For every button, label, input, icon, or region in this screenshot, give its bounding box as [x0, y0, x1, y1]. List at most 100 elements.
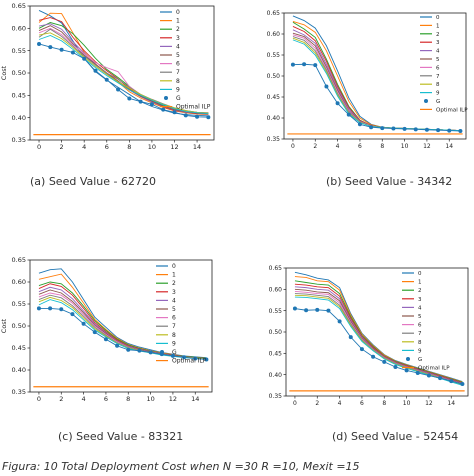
- x-tick-label: 4: [82, 143, 86, 150]
- y-tick-label: 0.35: [267, 136, 281, 143]
- x-tick-label: 10: [403, 400, 411, 407]
- x-tick-label: 0: [37, 395, 41, 402]
- series-point-G: [59, 307, 63, 311]
- legend-label: 7: [172, 323, 176, 330]
- series-point-G: [436, 128, 440, 132]
- caption-d: (d) Seed Value - 52454: [332, 430, 458, 443]
- y-tick-label: 0.45: [12, 344, 26, 352]
- series-point-G: [447, 129, 451, 133]
- series-line-1: [39, 13, 208, 114]
- series-point-G: [349, 335, 353, 339]
- y-tick-label: 0.35: [269, 393, 283, 400]
- series-point-G: [358, 122, 362, 126]
- x-tick-label: 6: [360, 400, 364, 407]
- legend-label: 1: [418, 280, 422, 286]
- series-point-G: [82, 322, 86, 326]
- series-point-G: [313, 63, 317, 67]
- y-tick-label: 0.45: [269, 351, 283, 358]
- y-tick-label: 0.65: [12, 2, 26, 10]
- x-tick-label: 2: [60, 143, 64, 150]
- legend-label: 5: [172, 306, 176, 313]
- series-point-G: [93, 69, 97, 73]
- series-point-G: [48, 45, 52, 49]
- x-tick-label: 0: [37, 143, 41, 150]
- x-tick-label: 6: [104, 395, 108, 402]
- series-point-G: [324, 85, 328, 89]
- chart-b: 024681012140.350.400.450.500.550.600.65C…: [262, 5, 474, 150]
- series-point-G: [150, 102, 154, 106]
- legend-label: 4: [418, 305, 422, 311]
- series-line-7: [39, 29, 208, 113]
- series-point-G: [438, 376, 442, 380]
- y-tick-label: 0.40: [269, 372, 283, 379]
- legend-label: 8: [176, 78, 180, 85]
- y-tick-label: 0.65: [269, 265, 283, 272]
- series-line-8: [39, 33, 208, 113]
- series-point-G: [427, 374, 431, 378]
- y-tick-label: 0.50: [12, 69, 26, 77]
- series-point-G: [326, 309, 330, 313]
- legend-label: 8: [172, 332, 176, 339]
- series-point-G: [382, 360, 386, 364]
- series-point-G: [195, 115, 199, 119]
- series-point-G: [37, 42, 41, 46]
- series-line-9: [39, 35, 208, 113]
- series-point-G: [403, 127, 407, 131]
- series-point-G: [104, 337, 108, 341]
- series-line-8: [39, 297, 206, 359]
- series-line-6: [39, 293, 206, 359]
- legend-label: 1: [172, 272, 176, 279]
- y-axis-label: Cost: [262, 325, 264, 339]
- legend-label: Optimal ILP: [436, 107, 468, 113]
- series-point-G: [393, 365, 397, 369]
- series-point-G: [71, 50, 75, 54]
- figure-caption: Figura: 10 Total Deployment Cost when N …: [2, 460, 360, 473]
- series-point-G: [425, 128, 429, 132]
- series-point-G: [184, 113, 188, 117]
- series-point-G: [304, 308, 308, 312]
- y-tick-label: 0.55: [12, 47, 26, 55]
- series-point-G: [458, 129, 462, 133]
- legend-label: 9: [172, 340, 176, 347]
- x-tick-label: 10: [148, 143, 156, 150]
- series-point-G: [60, 48, 64, 52]
- x-tick-label: 12: [170, 143, 178, 150]
- y-axis-label: Cost: [0, 65, 8, 80]
- legend-label: 9: [436, 91, 440, 97]
- plot-frame: [30, 6, 214, 140]
- series-point-G: [291, 63, 295, 67]
- series-point-G: [126, 348, 130, 352]
- legend-label: 6: [418, 323, 422, 329]
- series-line-2: [39, 23, 208, 114]
- series-point-G: [460, 382, 464, 386]
- series-line-2: [39, 282, 206, 358]
- series-point-G: [391, 127, 395, 131]
- y-tick-label: 0.50: [269, 329, 283, 336]
- y-tick-label: 0.35: [12, 388, 26, 396]
- y-tick-label: 0.65: [267, 10, 281, 17]
- series-point-G: [137, 349, 141, 353]
- legend-label: 0: [176, 9, 180, 16]
- x-tick-label: 14: [193, 143, 201, 150]
- series-point-G: [116, 88, 120, 92]
- series-point-G: [449, 379, 453, 383]
- series-point-G: [315, 308, 319, 312]
- legend-label: 0: [436, 15, 440, 21]
- legend-label: 6: [436, 65, 440, 71]
- y-tick-label: 0.60: [267, 31, 281, 38]
- series-point-G: [206, 115, 210, 119]
- series-point-G: [149, 350, 153, 354]
- legend-label: 2: [176, 26, 180, 33]
- x-tick-label: 2: [313, 143, 317, 150]
- legend-label: 1: [176, 18, 180, 25]
- legend-label: 2: [436, 32, 440, 38]
- y-tick-label: 0.40: [12, 114, 26, 122]
- x-tick-label: 4: [338, 400, 342, 407]
- series-point-G: [115, 344, 119, 348]
- legend-label: Optimal ILP: [418, 366, 450, 372]
- legend-label: 6: [172, 315, 176, 322]
- series-point-G: [302, 62, 306, 66]
- legend-label: 5: [418, 314, 422, 320]
- x-tick-label: 4: [336, 143, 340, 150]
- y-tick-label: 0.55: [269, 308, 283, 315]
